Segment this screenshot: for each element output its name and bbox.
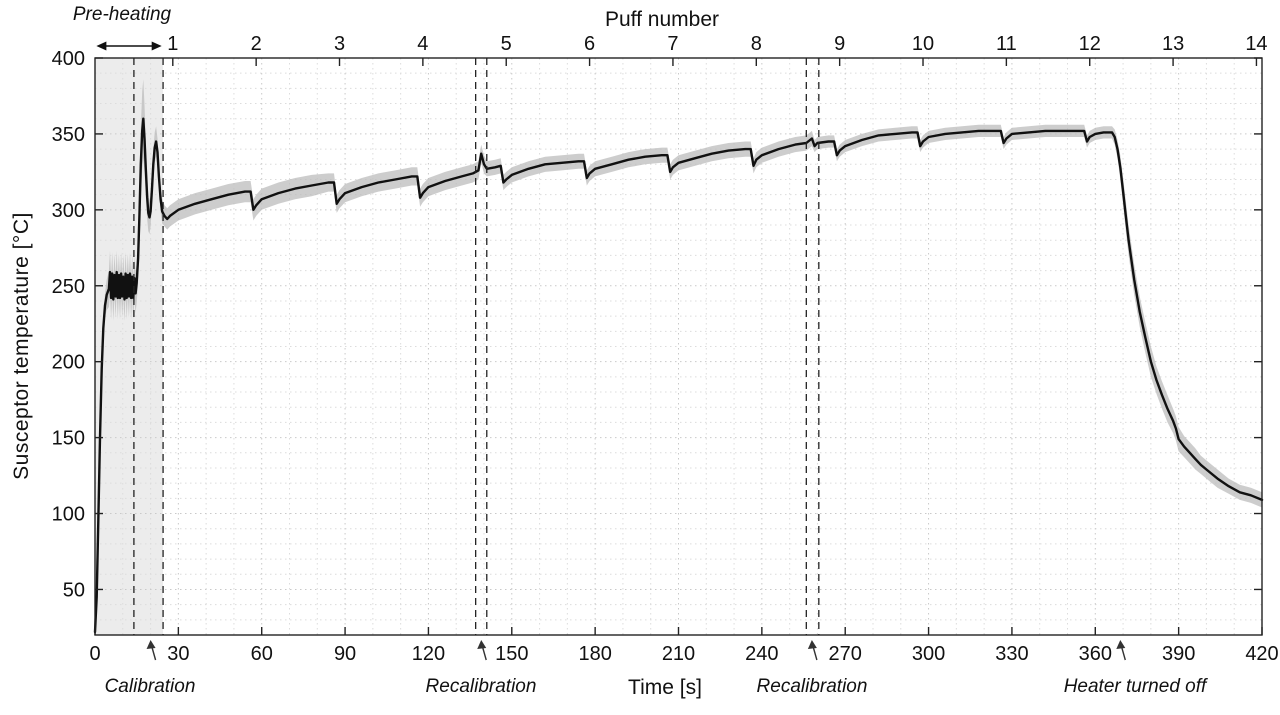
svg-text:150: 150 xyxy=(495,643,528,665)
svg-text:0: 0 xyxy=(89,643,100,665)
svg-text:1: 1 xyxy=(167,33,178,55)
svg-text:8: 8 xyxy=(751,33,762,55)
svg-text:150: 150 xyxy=(52,428,85,450)
svg-text:400: 400 xyxy=(52,48,85,70)
preheating-arrow xyxy=(96,41,162,51)
svg-text:180: 180 xyxy=(578,643,611,665)
svg-text:90: 90 xyxy=(334,643,356,665)
svg-text:360: 360 xyxy=(1079,643,1112,665)
svg-text:9: 9 xyxy=(834,33,845,55)
svg-text:2: 2 xyxy=(251,33,262,55)
svg-text:14: 14 xyxy=(1245,33,1267,55)
svg-text:4: 4 xyxy=(417,33,428,55)
svg-text:60: 60 xyxy=(251,643,273,665)
svg-text:7: 7 xyxy=(667,33,678,55)
svg-text:270: 270 xyxy=(829,643,862,665)
top-axis-title: Puff number xyxy=(604,8,720,31)
svg-text:3: 3 xyxy=(334,33,345,55)
svg-text:350: 350 xyxy=(52,124,85,146)
svg-text:100: 100 xyxy=(52,504,85,526)
svg-text:240: 240 xyxy=(745,643,778,665)
svg-text:390: 390 xyxy=(1162,643,1195,665)
svg-text:13: 13 xyxy=(1162,33,1184,55)
svg-text:120: 120 xyxy=(412,643,445,665)
svg-text:420: 420 xyxy=(1245,643,1278,665)
svg-text:5: 5 xyxy=(501,33,512,55)
event-arrows xyxy=(146,640,1126,661)
axes-box xyxy=(94,57,1263,636)
svg-text:300: 300 xyxy=(912,643,945,665)
svg-text:30: 30 xyxy=(167,643,189,665)
svg-text:250: 250 xyxy=(52,276,85,298)
recalibration-annotation-1: Recalibration xyxy=(425,676,537,697)
svg-text:210: 210 xyxy=(662,643,695,665)
mean-line xyxy=(93,117,1264,634)
x-axis-title: Time [s] xyxy=(628,676,702,699)
recalibration-annotation-2: Recalibration xyxy=(756,676,868,697)
y-axis-title: Susceptor temperature [°C] xyxy=(10,212,33,480)
svg-text:330: 330 xyxy=(995,643,1028,665)
dashed-marker-lines xyxy=(133,58,820,635)
svg-text:6: 6 xyxy=(584,33,595,55)
heater-turned-off-annotation: Heater turned off xyxy=(1063,676,1207,697)
svg-text:300: 300 xyxy=(52,200,85,222)
svg-text:50: 50 xyxy=(63,579,85,601)
svg-text:12: 12 xyxy=(1079,33,1101,55)
svg-text:10: 10 xyxy=(912,33,934,55)
tick-labels: 0 30 60 90 120 150 180 210 240 270 300 330 360 390 420… xyxy=(52,33,1279,665)
svg-text:200: 200 xyxy=(52,352,85,374)
preheating-label: Pre-heating xyxy=(72,4,172,25)
calibration-annotation: Calibration xyxy=(104,676,196,697)
svg-text:11: 11 xyxy=(996,33,1017,55)
